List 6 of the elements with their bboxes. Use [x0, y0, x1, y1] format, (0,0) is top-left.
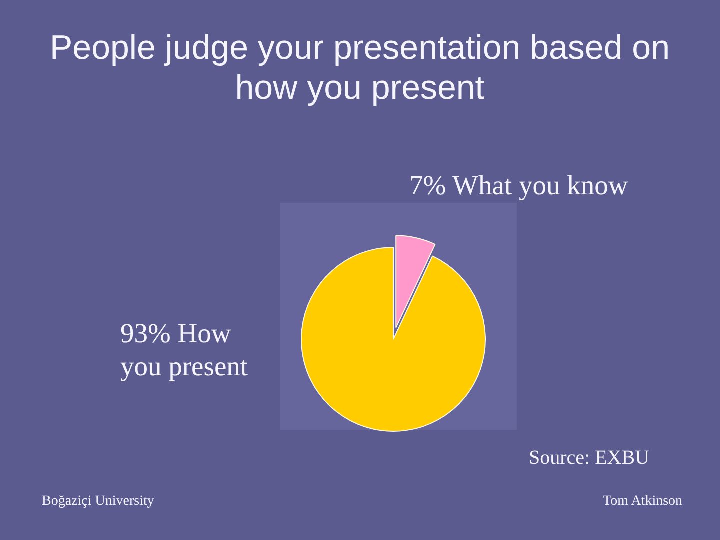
source-note: Source: EXBU — [529, 447, 650, 470]
chart-title: People judge your presentation based on how you present — [48, 28, 672, 108]
text: Boğaziçi University — [42, 494, 154, 510]
slice-label: 7% What you know — [410, 170, 628, 200]
text: Tom Atkinson — [603, 494, 683, 510]
slice-label: 93% How you present — [120, 318, 248, 382]
